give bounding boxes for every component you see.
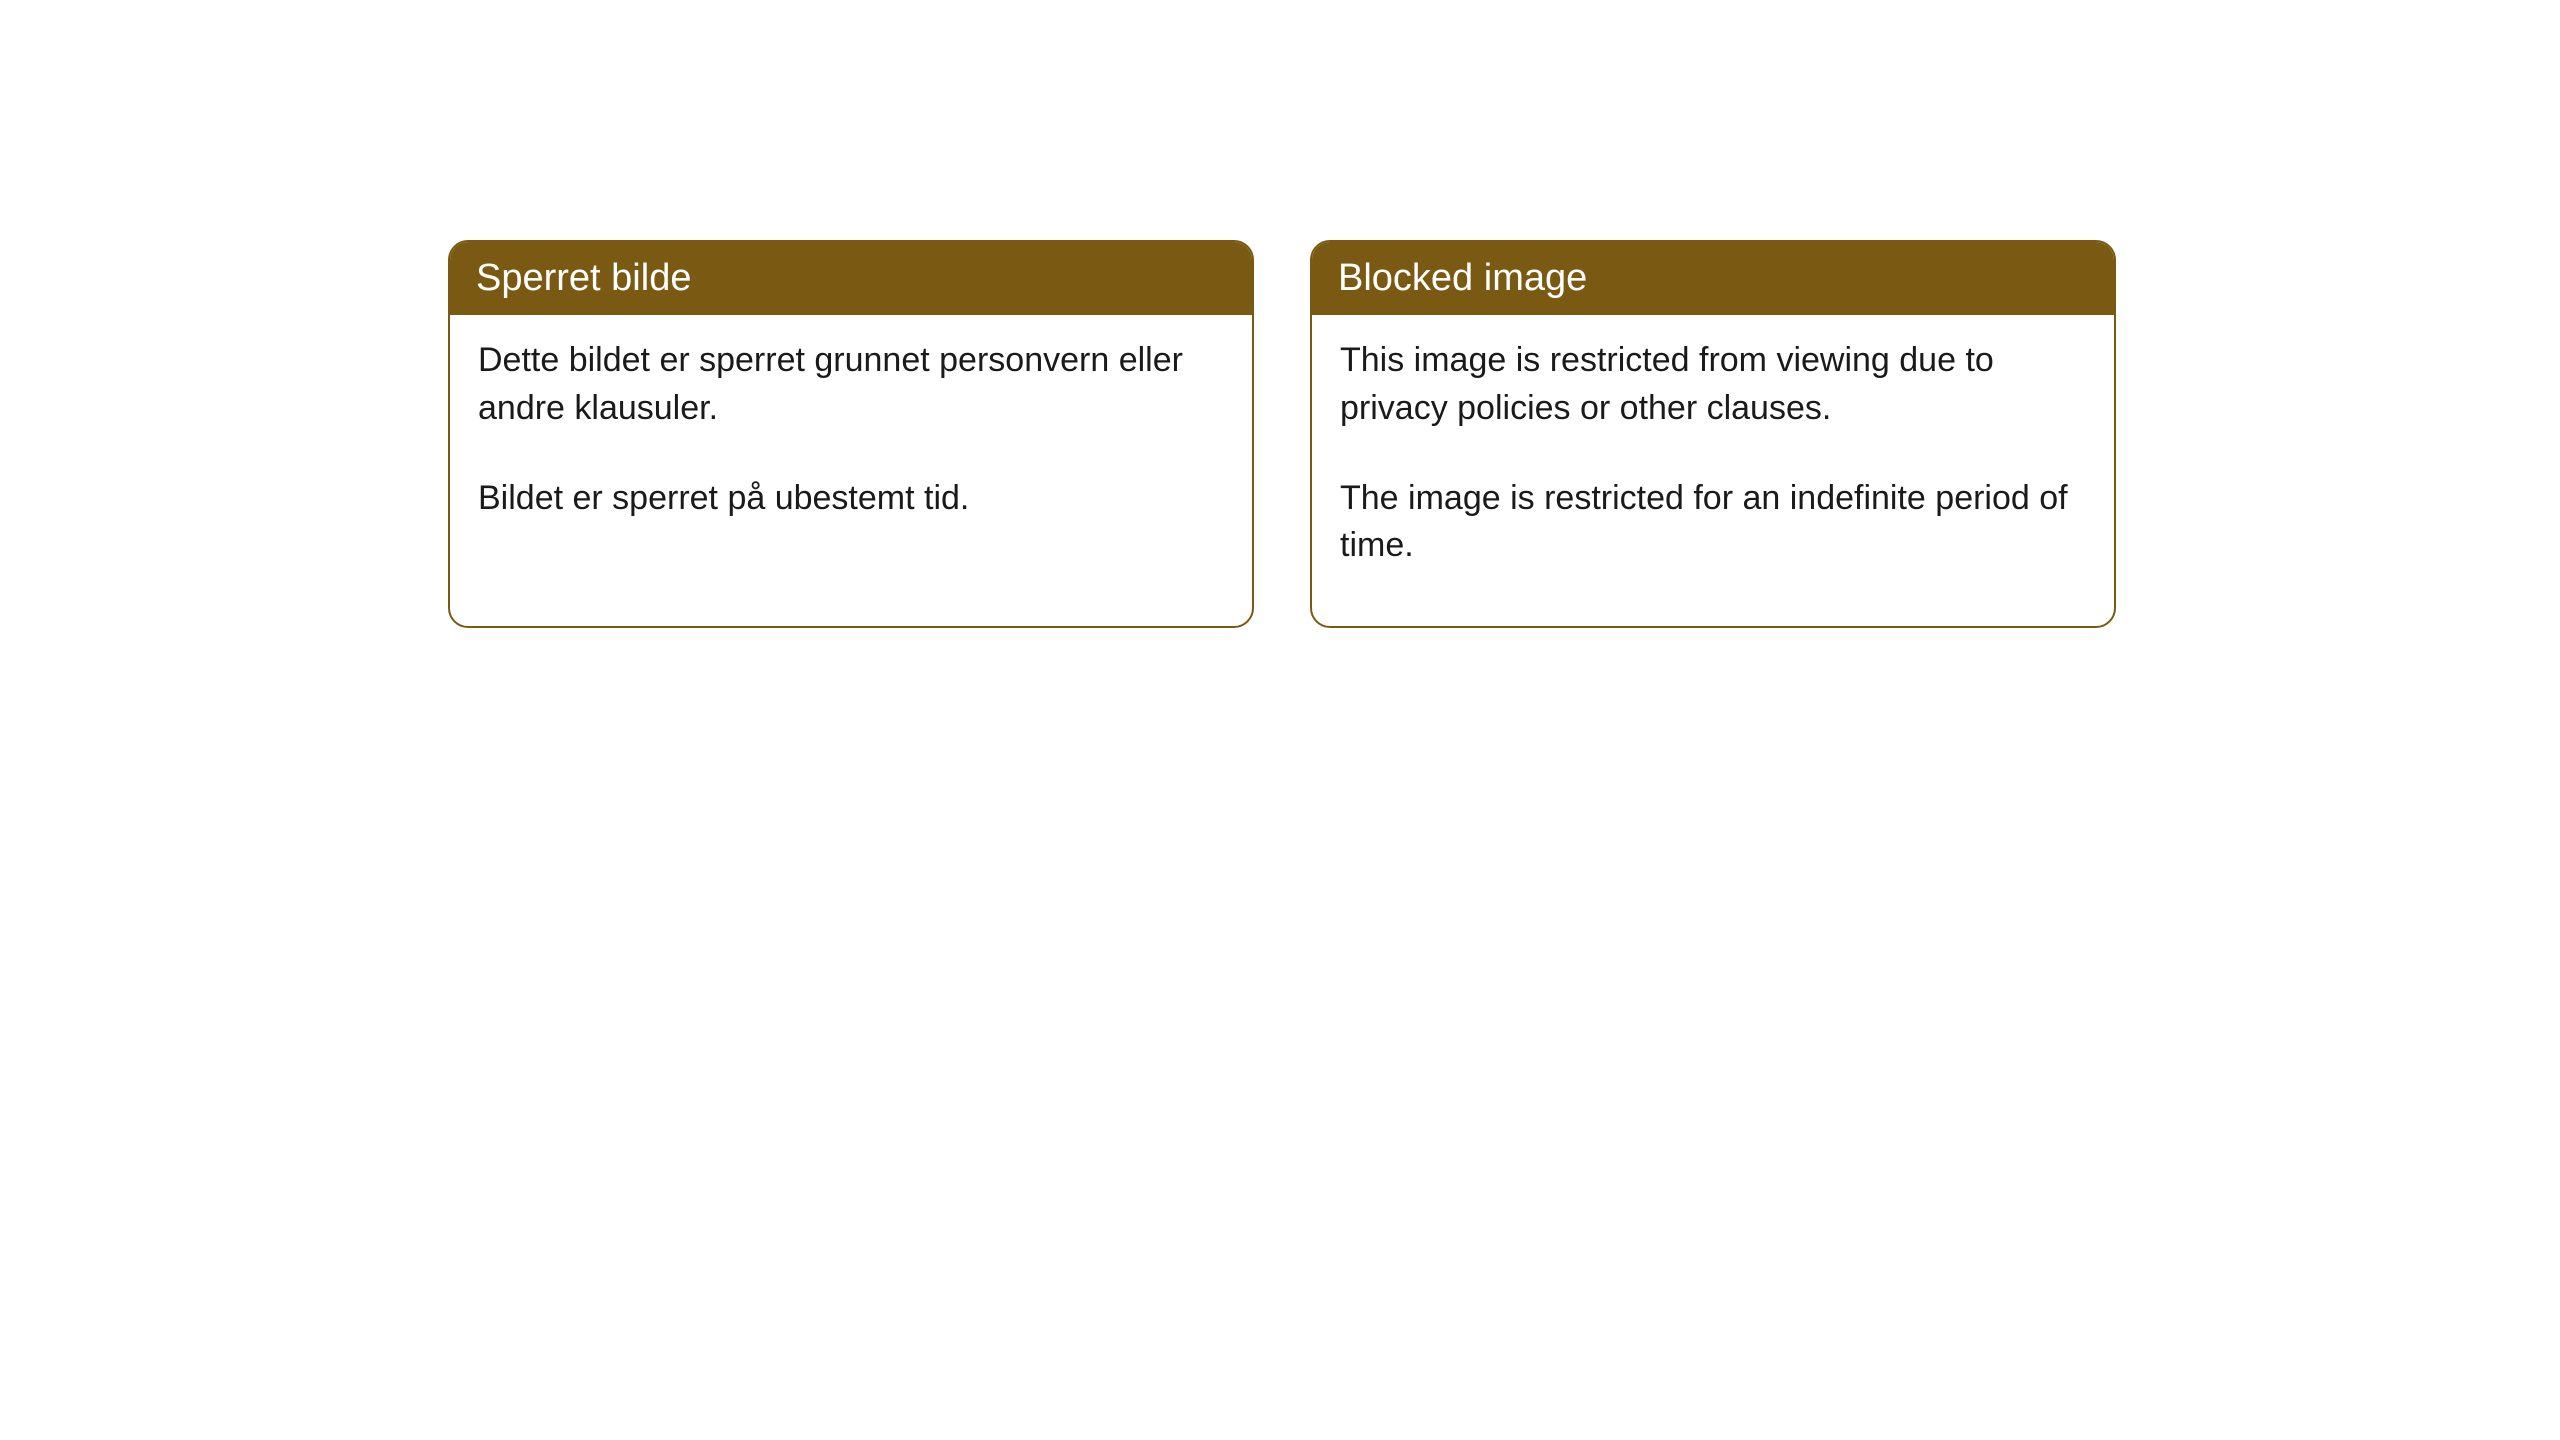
card-title: Sperret bilde <box>476 257 691 299</box>
notice-card-norwegian: Sperret bilde Dette bildet er sperret gr… <box>448 240 1254 628</box>
card-paragraph: Dette bildet er sperret grunnet personve… <box>478 337 1224 432</box>
card-paragraph: This image is restricted from viewing du… <box>1340 337 2086 432</box>
notice-cards-container: Sperret bilde Dette bildet er sperret gr… <box>448 240 2116 628</box>
card-title: Blocked image <box>1338 257 1587 299</box>
card-header: Sperret bilde <box>450 242 1252 315</box>
card-header: Blocked image <box>1312 242 2114 315</box>
card-paragraph: Bildet er sperret på ubestemt tid. <box>478 475 1224 523</box>
notice-card-english: Blocked image This image is restricted f… <box>1310 240 2116 628</box>
card-body: Dette bildet er sperret grunnet personve… <box>450 315 1252 578</box>
card-paragraph: The image is restricted for an indefinit… <box>1340 475 2086 570</box>
card-body: This image is restricted from viewing du… <box>1312 315 2114 625</box>
